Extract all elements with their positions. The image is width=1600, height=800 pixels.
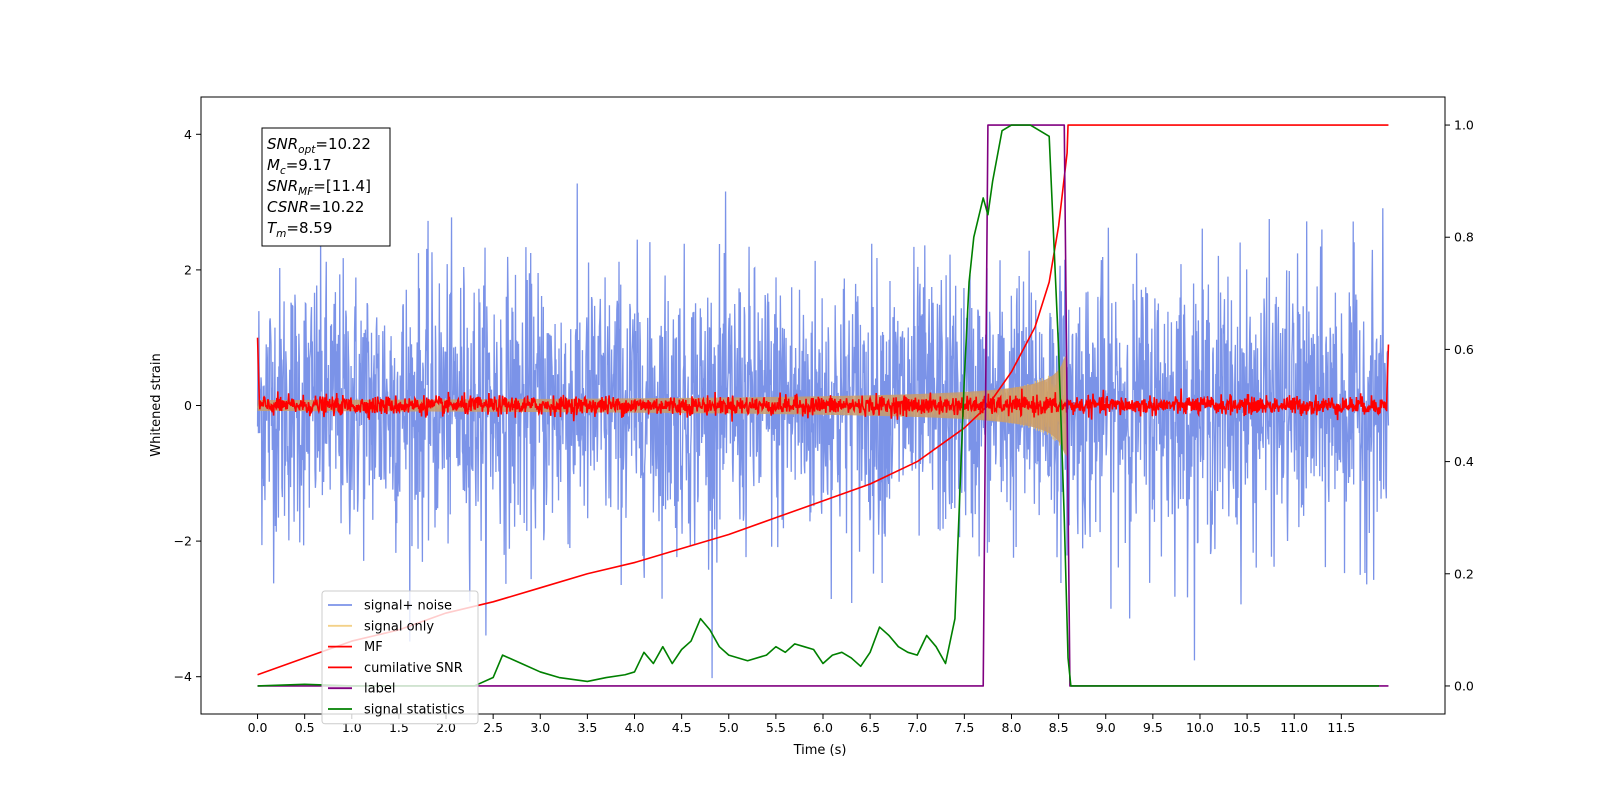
x-tick-label: 4.5 (672, 720, 692, 735)
x-tick-label: 8.5 (1049, 720, 1069, 735)
legend: signal+ noise signal only MF cumilative SNR… (321, 590, 479, 725)
annotation-line: Mc=9.17 (267, 156, 332, 177)
y2-tick-label: 1.0 (1454, 118, 1474, 133)
series-signal-statistics (257, 124, 1380, 687)
x-tick-label: 0.0 (248, 720, 268, 735)
y2-tick-label: 0.4 (1454, 454, 1474, 469)
x-tick-label: 7.5 (954, 720, 974, 735)
annotation-line: SNRopt=10.22 (267, 135, 371, 156)
x-tick-label: 11.5 (1327, 720, 1355, 735)
x-tick-label: 3.0 (530, 720, 550, 735)
x-tick-label: 2.5 (483, 720, 503, 735)
y-tick-label: −4 (174, 669, 192, 684)
x-tick-label: 6.5 (860, 720, 880, 735)
annotation-line: Tm=8.59 (267, 219, 332, 240)
annotation-line: CSNR=10.22 (267, 198, 364, 216)
y2-tick-label: 0.0 (1454, 678, 1474, 693)
x-tick-label: 3.5 (577, 720, 597, 735)
x-tick-label: 6.0 (813, 720, 833, 735)
y-tick-label: 2 (184, 262, 192, 277)
x-tick-label: 4.0 (625, 720, 645, 735)
x-axis-label: Time (s) (793, 743, 847, 758)
legend-label: signal+ noise (364, 599, 452, 614)
y2-tick-label: 0.8 (1454, 230, 1474, 245)
y-tick-label: 4 (184, 127, 192, 142)
y2-tick-label: 0.6 (1454, 342, 1474, 357)
plot-area (256, 124, 1390, 687)
y-tick-label: −2 (174, 534, 192, 549)
series-signal-noise (256, 183, 1390, 679)
x-tick-label: 11.0 (1280, 720, 1308, 735)
x-tick-label: 8.0 (1002, 720, 1022, 735)
legend-label: label (364, 682, 395, 697)
annotation-frame (261, 127, 391, 247)
legend-frame (321, 590, 479, 725)
legend-label: cumilative SNR (364, 661, 463, 676)
x-tick-label: 5.0 (719, 720, 739, 735)
legend-label: signal only (364, 619, 434, 634)
y-axis-right: 0.0 0.2 0.4 0.6 0.8 1.0 (1445, 118, 1474, 693)
annotation-line: SNRMF=[11.4] (267, 177, 371, 198)
x-tick-label: 10.0 (1186, 720, 1214, 735)
x-tick-label: 9.5 (1143, 720, 1163, 735)
annotation-box: SNRopt=10.22Mc=9.17SNRMF=[11.4]CSNR=10.2… (261, 127, 391, 247)
y-axis-left: −4 −2 0 2 4 (174, 127, 201, 684)
x-tick-label: 7.0 (907, 720, 927, 735)
x-tick-label: 9.0 (1096, 720, 1116, 735)
x-tick-label: 0.5 (295, 720, 315, 735)
y-axis-label: Whitened strain (149, 353, 164, 456)
legend-label: signal statistics (364, 703, 465, 718)
x-tick-label: 5.5 (766, 720, 786, 735)
series-mf (256, 337, 1390, 422)
y-tick-label: 0 (184, 398, 192, 413)
x-tick-label: 10.5 (1233, 720, 1261, 735)
legend-label: MF (364, 640, 383, 655)
y2-tick-label: 0.2 (1454, 566, 1474, 581)
